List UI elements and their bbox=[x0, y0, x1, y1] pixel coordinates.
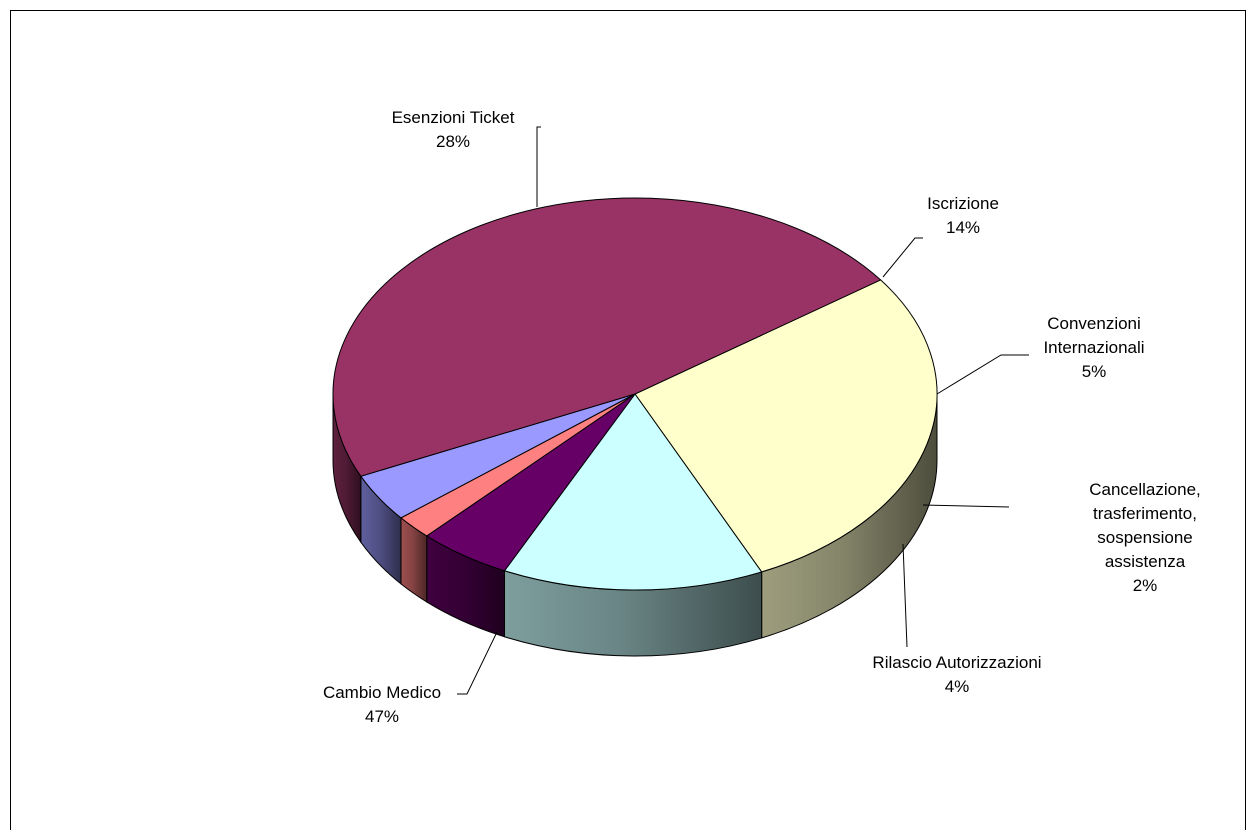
leader-line-esenzioni-ticket bbox=[536, 126, 541, 207]
slice-name-line: assistenza bbox=[1105, 552, 1186, 571]
pie-slice-iscrizione bbox=[503, 393, 763, 591]
slice-name-line: Convenzioni bbox=[1047, 314, 1141, 333]
slice-percent-label: 47% bbox=[365, 707, 399, 726]
leader-line-rilascio-autorizzazioni bbox=[902, 543, 908, 648]
slice-name-line: Cambio Medico bbox=[323, 683, 441, 702]
leader-line-cambio-medico bbox=[457, 631, 498, 695]
leader-line-convenzioni-internazionali bbox=[936, 354, 1029, 395]
slice-name-line: Cancellazione, bbox=[1089, 480, 1201, 499]
chart-frame: Esenzioni Ticket 28% Iscrizione 14% Convenzi… bbox=[10, 10, 1246, 830]
pie-slice-esenzioni-ticket bbox=[634, 279, 938, 573]
leader-line-cancellazione-trasferimento-sospensione-assistenza bbox=[922, 504, 1010, 508]
slice-label-iscrizione: Iscrizione 14% bbox=[927, 194, 999, 237]
slice-name-line: Internazionali bbox=[1043, 338, 1144, 357]
slice-label-rilascio-autorizzazioni: Rilascio Autorizzazioni 4% bbox=[872, 653, 1041, 696]
slice-percent-label: 14% bbox=[946, 218, 980, 237]
slice-label-cancellazione-trasferimento-sospensione-assistenza: Cancellazione, trasferimento, sospensione a… bbox=[1089, 480, 1201, 595]
slice-percent-label: 4% bbox=[945, 677, 970, 696]
leader-line-iscrizione bbox=[882, 237, 923, 278]
slice-label-convenzioni-internazionali: Convenzioni Internazionali 5% bbox=[1043, 314, 1144, 381]
slice-name-line: sospensione bbox=[1097, 528, 1192, 547]
pie-slice-cambio-medico bbox=[332, 197, 882, 477]
slice-percent-label: 5% bbox=[1082, 362, 1107, 381]
slice-percent-label: 28% bbox=[436, 132, 470, 151]
pie-chart: Esenzioni Ticket 28% Iscrizione 14% Convenzi… bbox=[323, 108, 1201, 726]
slice-name-line: Rilascio Autorizzazioni bbox=[872, 653, 1041, 672]
slice-label-cambio-medico: Cambio Medico 47% bbox=[323, 683, 441, 726]
slice-name-line: trasferimento, bbox=[1093, 504, 1197, 523]
slice-label-esenzioni-ticket: Esenzioni Ticket 28% bbox=[392, 108, 515, 151]
slice-name-line: Iscrizione bbox=[927, 194, 999, 213]
slice-percent-label: 2% bbox=[1133, 576, 1158, 595]
slice-name-line: Esenzioni Ticket bbox=[392, 108, 515, 127]
